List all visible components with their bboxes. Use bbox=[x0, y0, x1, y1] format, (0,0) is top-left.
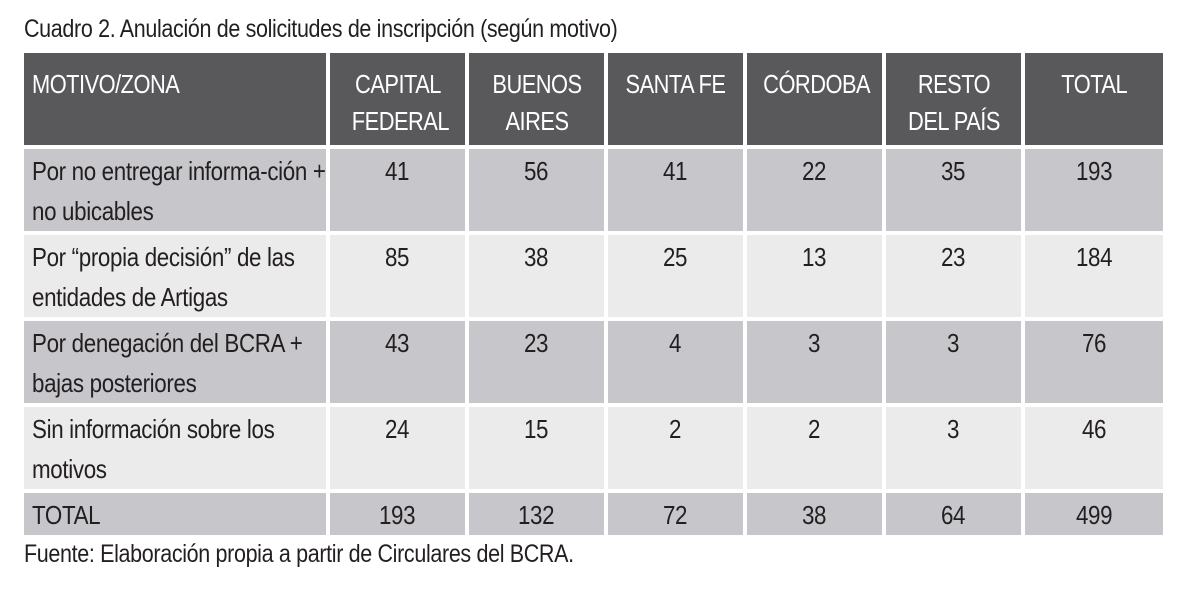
cell-capital-federal: 43 bbox=[326, 317, 467, 405]
cell-resto-del-pais: 3 bbox=[882, 317, 1023, 405]
cell-resto-del-pais: 3 bbox=[882, 403, 1023, 491]
total-row: TOTAL 193 132 72 38 64 499 bbox=[24, 489, 1163, 535]
cell-cordoba: 3 bbox=[743, 317, 884, 405]
table-row: Por denegación del BCRA + bajas posterio… bbox=[24, 317, 1163, 405]
table-body: Por no entregar informa-ción + no ubicab… bbox=[24, 145, 1163, 535]
table-row: Por no entregar informa-ción + no ubicab… bbox=[24, 145, 1163, 233]
cell-total: 76 bbox=[1021, 317, 1163, 405]
cell-buenos-aires: 132 bbox=[465, 489, 606, 535]
cell-santa-fe: 41 bbox=[604, 145, 745, 233]
cell-total: 184 bbox=[1021, 231, 1163, 319]
cell-total: 499 bbox=[1021, 489, 1163, 535]
cell-santa-fe: 2 bbox=[604, 403, 745, 491]
header-buenos-aires: BUENOS AIRES bbox=[465, 53, 606, 147]
table-header: MOTIVO/ZONA CAPITAL FEDERAL BUENOS AIRES… bbox=[24, 53, 1163, 147]
cell-capital-federal: 24 bbox=[326, 403, 467, 491]
cell-buenos-aires: 56 bbox=[465, 145, 606, 233]
cell-cordoba: 38 bbox=[743, 489, 884, 535]
table-caption: Cuadro 2. Anulación de solicitudes de in… bbox=[24, 15, 618, 43]
cell-buenos-aires: 23 bbox=[465, 317, 606, 405]
header-row: MOTIVO/ZONA CAPITAL FEDERAL BUENOS AIRES… bbox=[24, 53, 1163, 147]
cell-total: 193 bbox=[1021, 145, 1163, 233]
source-note: Fuente: Elaboración propia a partir de C… bbox=[24, 540, 574, 568]
cell-resto-del-pais: 35 bbox=[882, 145, 1023, 233]
header-motivo-zona: MOTIVO/ZONA bbox=[24, 53, 328, 147]
cell-santa-fe: 25 bbox=[604, 231, 745, 319]
cell-resto-del-pais: 23 bbox=[882, 231, 1023, 319]
row-label: Sin información sobre los motivos bbox=[24, 403, 328, 491]
table-row: Por “propia decisión” de las entidades d… bbox=[24, 231, 1163, 319]
cell-resto-del-pais: 64 bbox=[882, 489, 1023, 535]
row-label: Por “propia decisión” de las entidades d… bbox=[24, 231, 328, 319]
cell-santa-fe: 72 bbox=[604, 489, 745, 535]
header-capital-federal: CAPITAL FEDERAL bbox=[326, 53, 467, 147]
table-row: Sin información sobre los motivos 24 15 … bbox=[24, 403, 1163, 491]
cell-cordoba: 2 bbox=[743, 403, 884, 491]
cell-cordoba: 13 bbox=[743, 231, 884, 319]
row-label: Por denegación del BCRA + bajas posterio… bbox=[24, 317, 328, 405]
cell-buenos-aires: 38 bbox=[465, 231, 606, 319]
row-label: TOTAL bbox=[24, 489, 328, 535]
cell-cordoba: 22 bbox=[743, 145, 884, 233]
header-cordoba: CÓRDOBA bbox=[743, 53, 884, 147]
cell-buenos-aires: 15 bbox=[465, 403, 606, 491]
header-resto-del-pais: RESTO DEL PAÍS bbox=[882, 53, 1023, 147]
row-label: Por no entregar informa-ción + no ubicab… bbox=[24, 145, 328, 233]
cell-capital-federal: 85 bbox=[326, 231, 467, 319]
anulacion-table: MOTIVO/ZONA CAPITAL FEDERAL BUENOS AIRES… bbox=[24, 53, 1163, 535]
cell-capital-federal: 41 bbox=[326, 145, 467, 233]
header-total: TOTAL bbox=[1021, 53, 1163, 147]
cell-santa-fe: 4 bbox=[604, 317, 745, 405]
cell-total: 46 bbox=[1021, 403, 1163, 491]
header-santa-fe: SANTA FE bbox=[604, 53, 745, 147]
cell-capital-federal: 193 bbox=[326, 489, 467, 535]
